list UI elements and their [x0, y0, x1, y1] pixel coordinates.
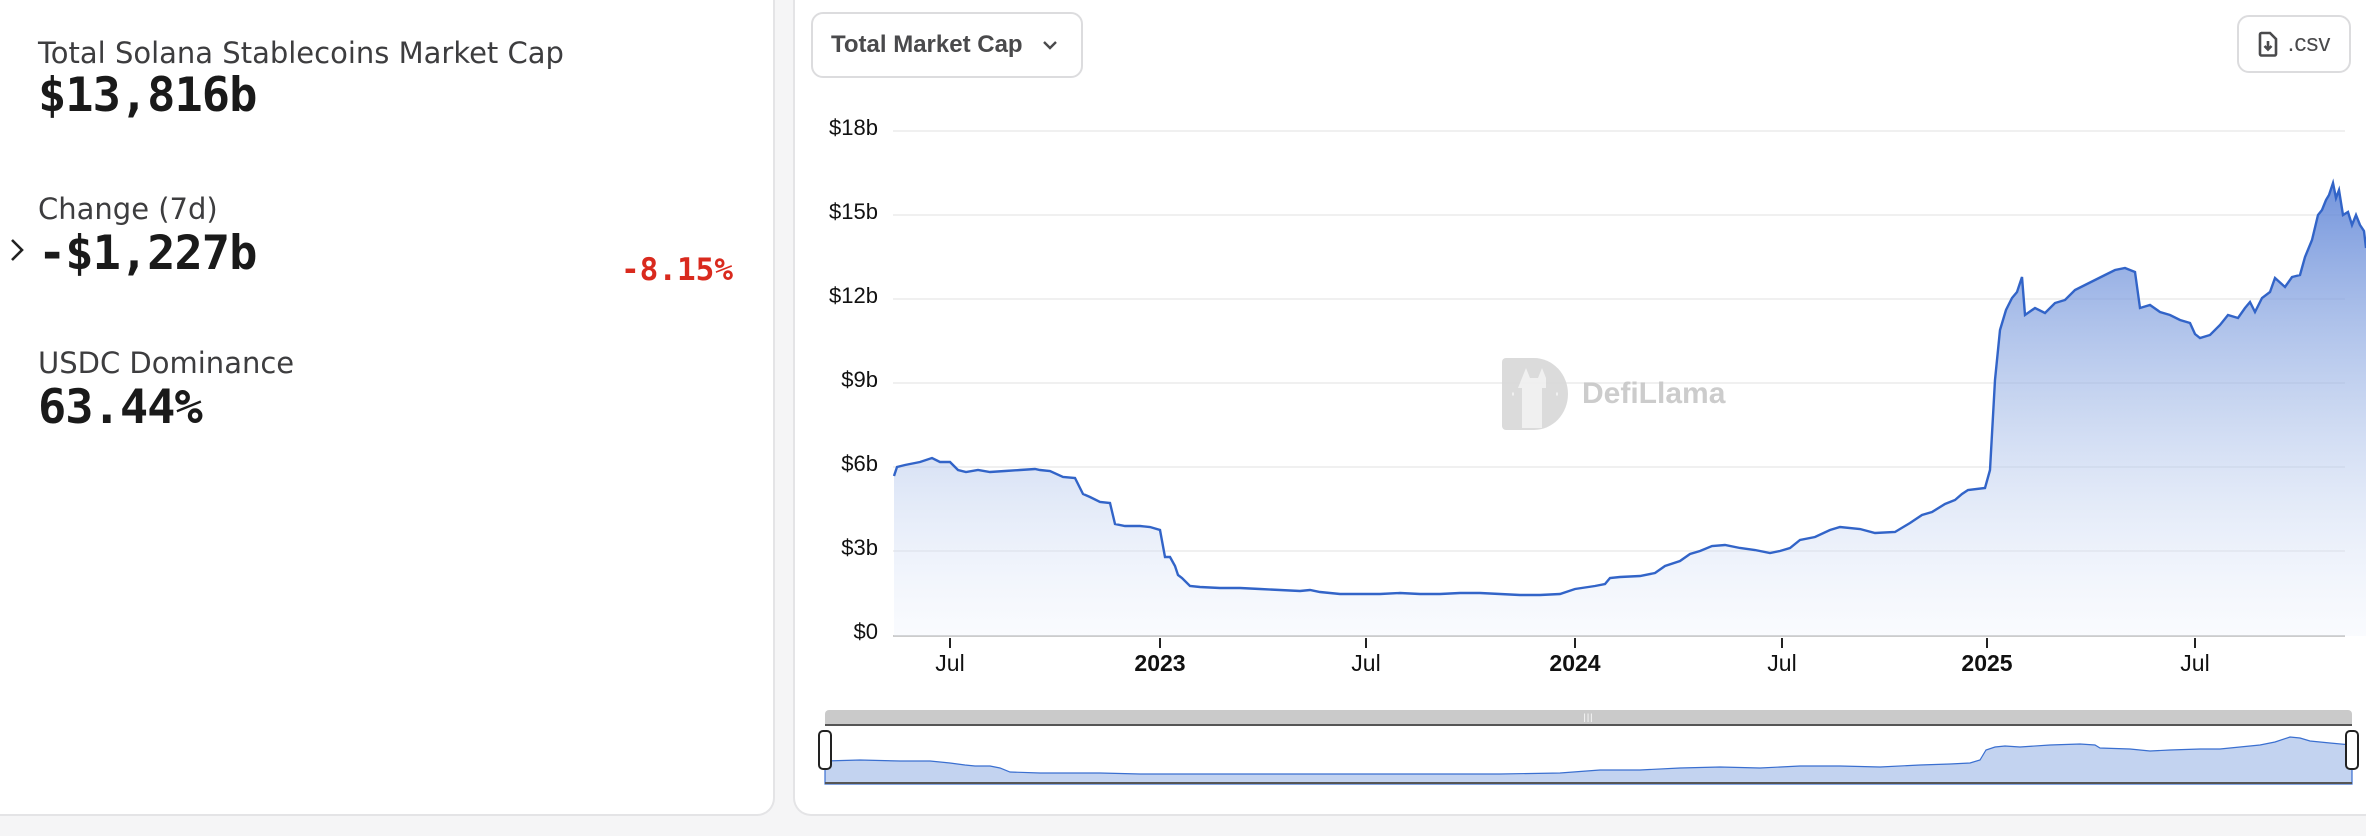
metric-select[interactable]: Total Market Cap: [811, 12, 1083, 78]
x-axis-ticks: [949, 638, 2196, 648]
stats-panel: Total Solana Stablecoins Market Cap $13,…: [0, 0, 775, 816]
navigator-left-handle[interactable]: [818, 730, 832, 770]
metric-select-label: Total Market Cap: [831, 31, 1023, 58]
x-tick: Jul: [1767, 650, 1797, 676]
navigator-scrollbar[interactable]: |||: [825, 710, 2352, 724]
watermark-text: DefiLlama: [1582, 377, 1726, 410]
chevron-right-icon[interactable]: [6, 236, 28, 264]
y-tick: $15b: [829, 199, 878, 224]
dominance-value: 63.44%: [38, 380, 203, 435]
chevron-down-icon: [1042, 41, 1057, 50]
scrollbar-grip-icon[interactable]: |||: [1583, 712, 1594, 722]
market-cap-value: $13,816b: [38, 68, 257, 123]
defillama-watermark: DefiLlama: [1500, 354, 1725, 434]
navigator-right-handle[interactable]: [2345, 730, 2359, 770]
range-navigator[interactable]: [825, 724, 2352, 784]
csv-label: .csv: [2287, 30, 2331, 57]
y-tick: $3b: [841, 535, 878, 560]
x-tick: 2025: [1961, 650, 2013, 676]
x-tick: Jul: [935, 650, 965, 676]
x-tick: Jul: [2180, 650, 2210, 676]
dominance-label: USDC Dominance: [38, 346, 295, 380]
y-tick: $9b: [841, 367, 878, 392]
y-tick: $18b: [829, 115, 878, 140]
y-tick: $12b: [829, 283, 878, 308]
y-tick: $6b: [841, 451, 878, 476]
market-cap-label: Total Solana Stablecoins Market Cap: [38, 36, 564, 70]
x-tick: 2024: [1549, 650, 1601, 676]
navigator-area: [824, 736, 2353, 785]
file-download-icon: [2258, 31, 2277, 57]
change-percent: -8.15%: [621, 252, 733, 288]
change-value: -$1,227b: [38, 226, 257, 281]
market-cap-area: [894, 183, 2366, 636]
y-tick: $0: [853, 619, 878, 644]
change-label: Change (7d): [38, 192, 218, 226]
market-cap-line: [892, 178, 2366, 597]
x-tick: Jul: [1351, 650, 1381, 676]
csv-download-button[interactable]: .csv: [2237, 15, 2351, 73]
llama-logo-icon: [1502, 358, 1568, 430]
x-tick: 2023: [1134, 650, 1186, 676]
